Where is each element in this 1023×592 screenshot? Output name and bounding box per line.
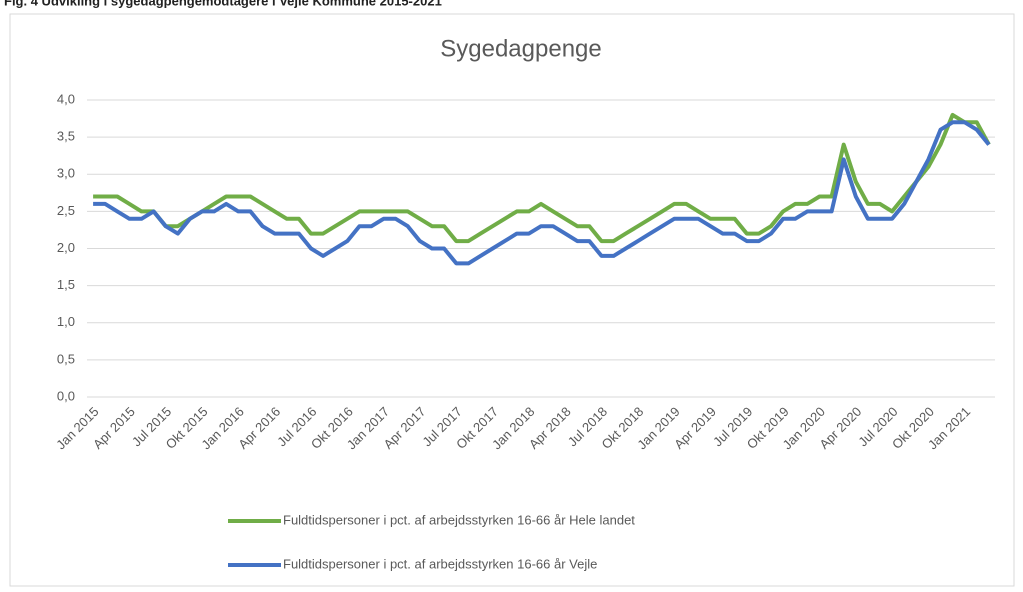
y-tick-label: 3,5: [57, 129, 75, 144]
y-tick-label: 0,0: [57, 388, 75, 403]
figure-caption: Fig. 4 Udvikling i sygedagpengemodtagere…: [4, 0, 442, 8]
y-tick-label: 0,5: [57, 351, 75, 366]
y-tick-label: 2,0: [57, 240, 75, 255]
y-tick-label: 1,5: [57, 277, 75, 292]
chart-title: Sygedagpenge: [440, 35, 601, 62]
series-line: [93, 112, 991, 244]
legend-label: Fuldtidspersoner i pct. af arbejdsstyrke…: [283, 512, 635, 527]
y-tick-label: 1,0: [57, 314, 75, 329]
y-tick-label: 3,0: [57, 166, 75, 181]
chart-frame: [9, 13, 1015, 587]
y-tick-label: 2,5: [57, 203, 75, 218]
legend-label: Fuldtidspersoner i pct. af arbejdsstyrke…: [283, 556, 597, 571]
series-line: [93, 120, 991, 266]
y-tick-label: 4,0: [57, 91, 75, 106]
